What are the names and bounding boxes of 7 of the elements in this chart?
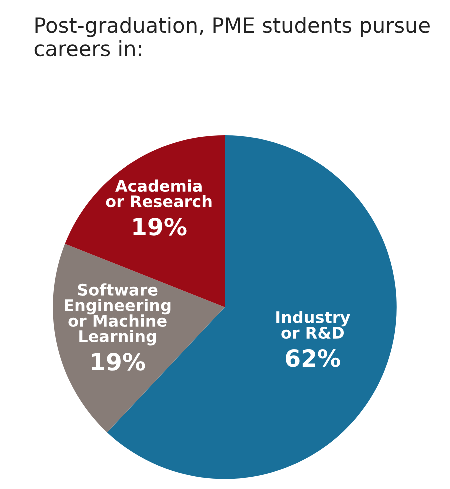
- slice-label: Software Engineering or Machine Learning: [65, 284, 171, 346]
- slice-label: Industry or R&D: [276, 311, 350, 340]
- slice-label: Academia or Research: [106, 180, 212, 208]
- data-label: 19%: [92, 353, 146, 371]
- data-label: 19%: [134, 218, 187, 236]
- data-label: 62%: [286, 349, 340, 368]
- chart-title: Post-graduation, PME students pursue careers in:: [34, 17, 430, 57]
